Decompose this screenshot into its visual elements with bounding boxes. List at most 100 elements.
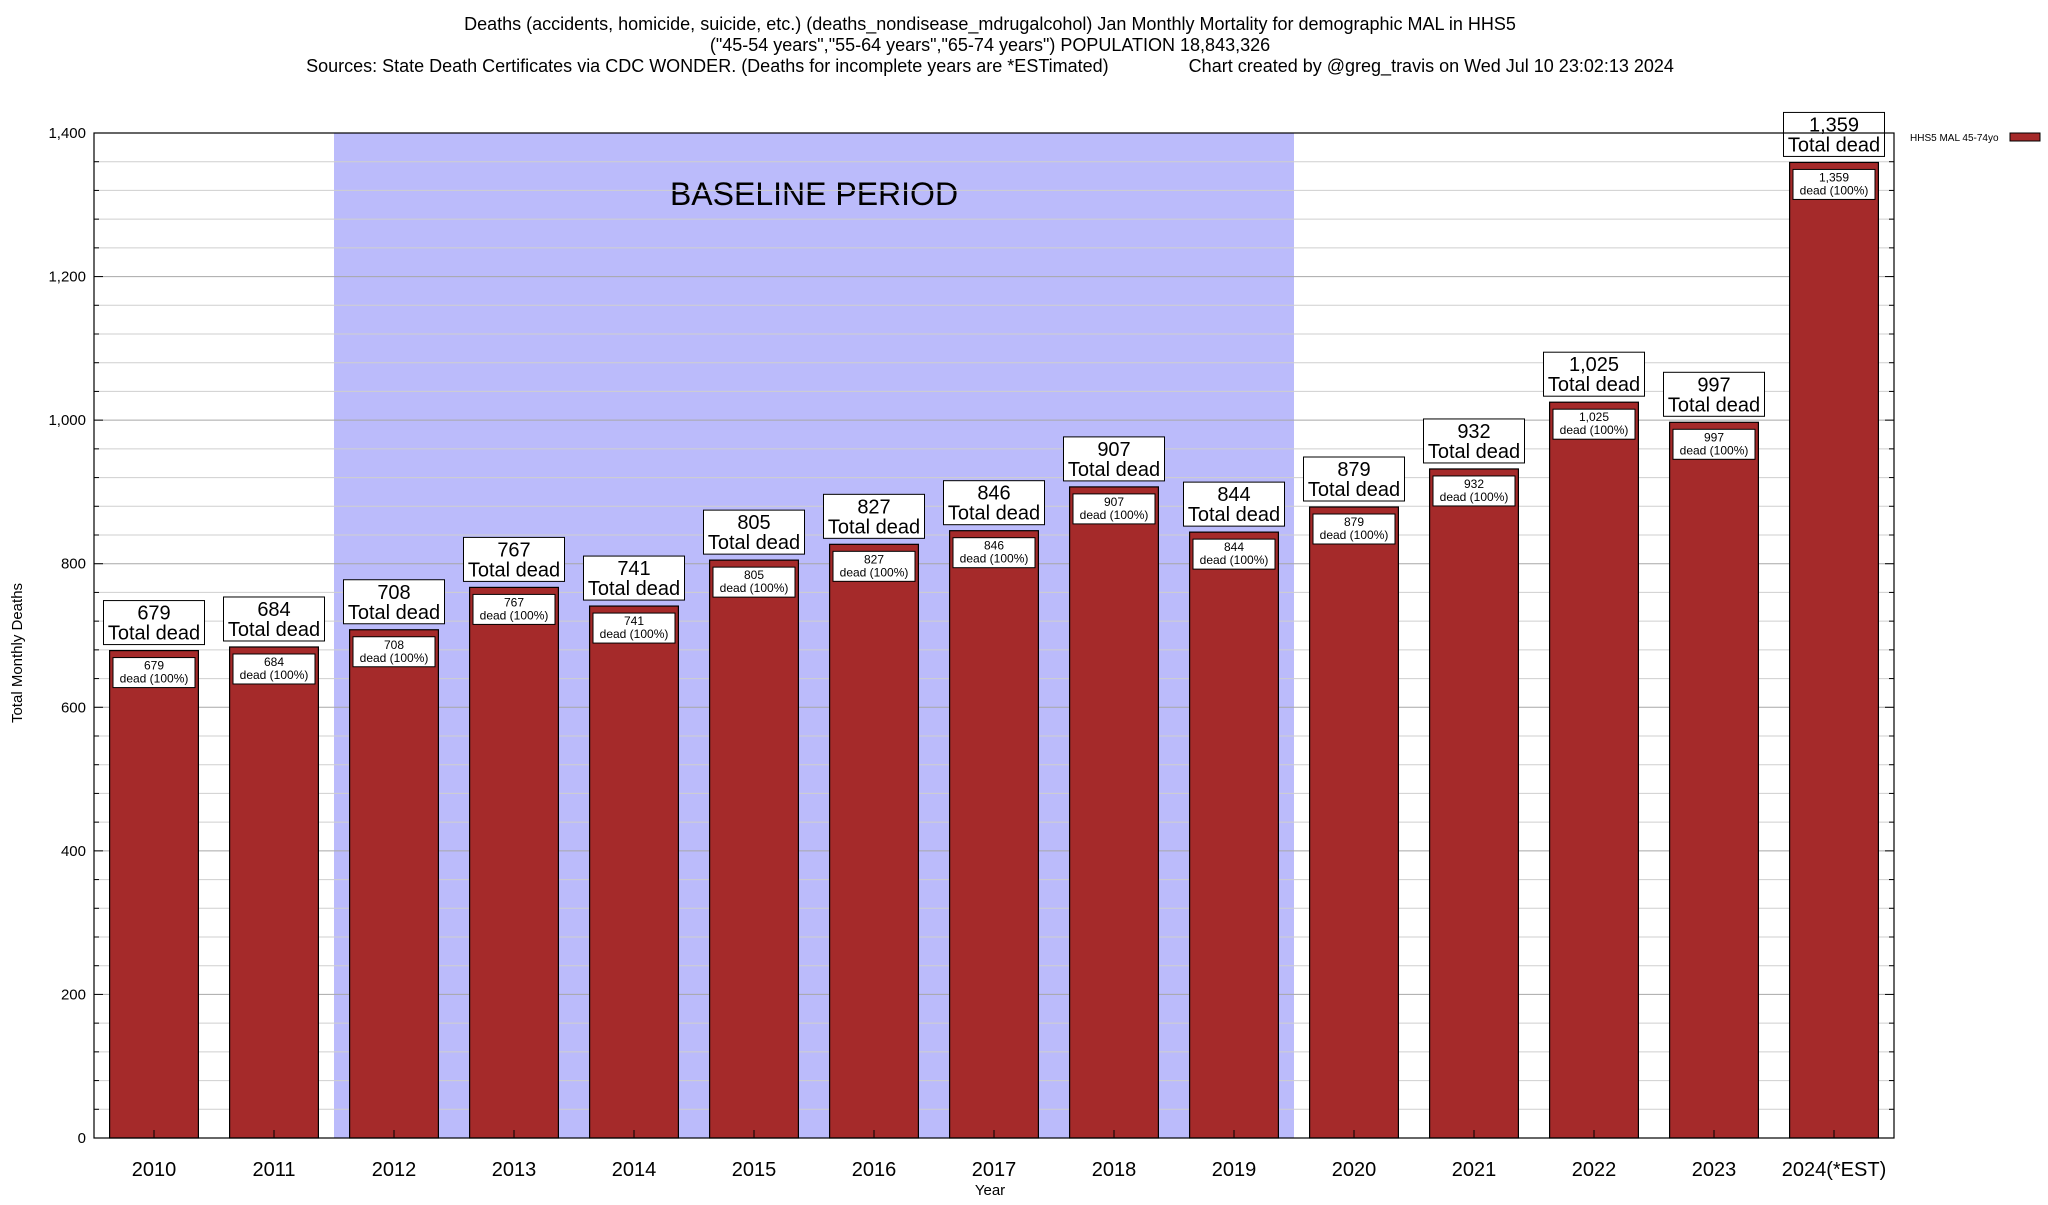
inner-pct-label: dead (100%) xyxy=(240,668,309,682)
y-tick-label: 200 xyxy=(61,986,86,1003)
total-label-box xyxy=(703,509,805,555)
total-value-label: 767 xyxy=(497,539,530,561)
x-tick-label: 2014 xyxy=(612,1159,657,1181)
inner-pct-label: dead (100%) xyxy=(600,627,669,641)
bar-2024(*EST) xyxy=(1788,161,1879,1139)
total-dead-label: Total dead xyxy=(228,619,320,641)
bars xyxy=(108,161,1879,1139)
total-label-box xyxy=(103,600,205,646)
inner-label-box xyxy=(472,593,556,625)
inner-pct-label: dead (100%) xyxy=(1320,528,1389,542)
total-label-box xyxy=(463,536,565,582)
x-tick-label: 2013 xyxy=(492,1159,537,1181)
inner-label-box xyxy=(232,653,316,685)
inner-label-box xyxy=(832,550,916,582)
y-tick-label: 1,000 xyxy=(48,412,86,429)
inner-value-label: 846 xyxy=(984,539,1004,553)
total-value-label: 1,025 xyxy=(1569,354,1619,376)
total-dead-label: Total dead xyxy=(468,559,560,581)
total-label-box xyxy=(943,480,1045,526)
x-tick-label: 2020 xyxy=(1332,1159,1377,1181)
y-tick-label: 0 xyxy=(78,1130,86,1147)
inner-value-label: 907 xyxy=(1104,495,1124,509)
x-tick-label: 2010 xyxy=(132,1159,177,1181)
inner-pct-label: dead (100%) xyxy=(1560,423,1629,437)
inner-pct-label: dead (100%) xyxy=(840,565,909,579)
bar-2014 xyxy=(588,605,679,1139)
inner-value-label: 767 xyxy=(504,595,524,609)
inner-label-box xyxy=(352,636,436,668)
bar-2020 xyxy=(1308,506,1399,1139)
title-line-3: Sources: State Death Certificates via CD… xyxy=(306,56,1674,77)
inner-value-label: 997 xyxy=(1704,430,1724,444)
total-value-label: 879 xyxy=(1337,459,1370,481)
inner-value-label: 679 xyxy=(144,659,164,673)
total-label-box xyxy=(583,555,685,601)
inner-label-box xyxy=(1672,428,1756,460)
inner-value-label: 1,359 xyxy=(1819,170,1849,184)
total-value-label: 805 xyxy=(737,512,770,534)
y-axis-label: Total Monthly Deaths xyxy=(9,583,26,723)
x-tick-label: 2017 xyxy=(972,1159,1017,1181)
baseline-label: BASELINE PERIOD xyxy=(670,176,958,212)
y-tick-label: 800 xyxy=(61,556,86,573)
total-label-box xyxy=(1063,436,1165,482)
inner-value-label: 879 xyxy=(1344,515,1364,529)
y-tick-label: 1,200 xyxy=(48,269,86,286)
inner-pct-label: dead (100%) xyxy=(360,651,429,665)
inner-label-box xyxy=(952,537,1036,569)
bar-2013 xyxy=(469,586,560,1139)
inner-pct-label: dead (100%) xyxy=(1440,490,1509,504)
inner-pct-label: dead (100%) xyxy=(480,608,549,622)
inner-pct-label: dead (100%) xyxy=(960,552,1029,566)
y-tick-label: 600 xyxy=(61,699,86,716)
inner-label-box xyxy=(592,612,676,644)
legend-swatch xyxy=(2009,132,2041,142)
total-dead-label: Total dead xyxy=(828,516,920,538)
total-label-box xyxy=(223,596,325,642)
total-dead-label: Total dead xyxy=(1308,479,1400,501)
total-value-label: 932 xyxy=(1457,421,1490,443)
bar-2011 xyxy=(229,646,320,1139)
total-label-box xyxy=(1423,418,1525,464)
inner-pct-label: dead (100%) xyxy=(1680,443,1749,457)
inner-label-box xyxy=(1192,538,1276,570)
inner-value-label: 684 xyxy=(264,655,284,669)
bar-2012 xyxy=(349,629,440,1139)
total-value-label: 708 xyxy=(377,582,410,604)
legend-label: HHS5 MAL 45-74yo xyxy=(1910,133,1999,144)
inner-value-label: 741 xyxy=(624,614,644,628)
inner-value-label: 1,025 xyxy=(1579,410,1609,424)
x-tick-label: 2011 xyxy=(252,1159,295,1181)
total-label-box xyxy=(1183,481,1285,527)
inner-label-box xyxy=(1432,475,1516,507)
bar-2010 xyxy=(108,649,200,1139)
total-dead-label: Total dead xyxy=(348,602,440,624)
inner-label-box xyxy=(1072,493,1156,525)
bar-2022 xyxy=(1548,401,1639,1139)
x-tick-label: 2018 xyxy=(1092,1159,1137,1181)
y-tick-label: 1,400 xyxy=(48,125,86,142)
inner-value-label: 827 xyxy=(864,552,884,566)
inner-pct-label: dead (100%) xyxy=(720,581,789,595)
total-value-label: 844 xyxy=(1217,484,1250,506)
inner-label-box xyxy=(712,566,796,598)
inner-label-box xyxy=(112,657,196,689)
inner-label-box xyxy=(1552,408,1636,440)
chart-title: Deaths (accidents, homicide, suicide, et… xyxy=(306,14,1674,77)
inner-label-box xyxy=(1312,513,1396,545)
inner-pct-label: dead (100%) xyxy=(120,672,189,686)
total-label-box xyxy=(343,579,445,625)
inner-value-label: 844 xyxy=(1224,540,1244,554)
total-label-box xyxy=(1543,351,1645,397)
axes: 0 200 400 600 800 1,000 1,200 1,400 2010 2011 2012… xyxy=(48,125,1895,1181)
title-line-2: ("45-54 years","55-64 years","65-74 year… xyxy=(710,35,1270,55)
total-label-box xyxy=(1303,456,1405,502)
total-value-label: 907 xyxy=(1097,439,1130,461)
total-dead-label: Total dead xyxy=(588,578,680,600)
total-label-box xyxy=(823,493,925,539)
inner-pct-label: dead (100%) xyxy=(1200,553,1269,567)
